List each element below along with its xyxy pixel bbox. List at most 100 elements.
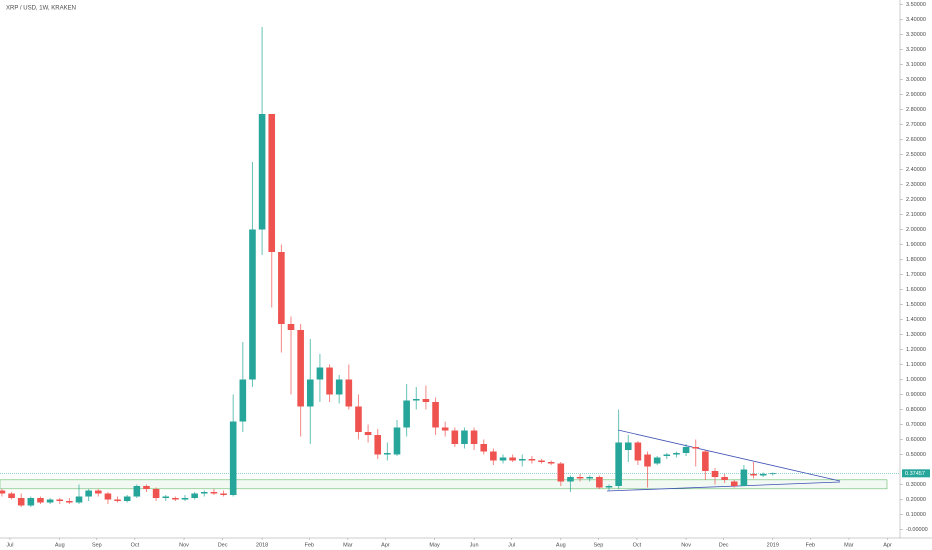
candle-body [85,490,92,497]
candle-body [335,379,343,395]
candle-body [94,490,102,494]
x-tick-label: Jul [6,542,13,548]
y-tick-label: 3.50000 [906,2,926,8]
candle-body [249,229,256,380]
y-tick-label: 2.40000 [906,167,926,173]
y-tick-label: 2.60000 [906,137,926,143]
candle-body [673,453,680,455]
candle-body [56,499,64,501]
candle-body [181,498,189,500]
candle-body [692,447,700,449]
x-tick-label: Aug [55,542,65,548]
x-tick-label: Dec [218,542,228,548]
candle-body [239,379,247,422]
x-tick-label: Mar [844,542,854,548]
y-tick-label: 1.80000 [906,257,926,263]
candle-body [403,400,410,428]
candle-body [518,459,526,461]
y-tick-label: 3.00000 [906,77,926,83]
candle-body [258,114,266,230]
candle-body [451,430,459,444]
candle-body [17,498,25,506]
y-tick-label: 0.80000 [906,407,926,413]
x-tick-label: Aug [556,542,566,548]
candle-body [750,474,757,476]
candle-body [412,399,420,401]
candle-body [567,477,574,482]
candle-body [66,501,73,503]
candle-body [210,492,218,494]
candle-body [528,459,536,461]
x-tick-label: Nov [681,542,691,548]
x-tick-label: Nov [179,542,189,548]
y-tick-label: 2.70000 [906,122,926,128]
x-tick-label: Sep [593,542,603,548]
y-tick-label: 1.20000 [906,347,926,353]
candle-body [702,451,709,471]
x-tick-label: Oct [633,542,642,548]
x-tick-label: Mar [343,542,353,548]
candle-body [721,477,728,480]
candle-body [297,330,304,407]
y-tick-label: -0.00000 [906,527,928,533]
y-tick-label: 1.50000 [906,302,926,308]
candle-body [759,474,767,476]
candle-body [287,324,295,330]
y-tick-label: 1.60000 [906,287,926,293]
candle-body [557,463,565,482]
candle-body [615,442,622,486]
x-tick-label: Jul [508,542,515,548]
y-tick-label: 1.30000 [906,332,926,338]
y-tick-label: 0.90000 [906,392,926,398]
candle-body [605,486,613,488]
candle-body [374,435,382,455]
x-tick-label: 2018 [256,542,268,548]
support-zone [0,479,888,490]
y-tick-label: 2.30000 [906,182,926,188]
candle-body [172,498,179,500]
candle-body [393,427,401,455]
candle-body [220,493,227,495]
y-tick-label: 1.00000 [906,377,926,383]
x-tick-label: Dec [719,542,729,548]
candle-body [364,432,372,435]
candle-body [538,460,545,462]
candle-body [547,462,555,464]
candle-body [730,481,738,486]
x-tick-label: May [429,542,440,548]
candle-body [0,490,6,494]
candle-body [162,496,170,498]
candle-body [634,442,642,461]
last-price-label: 0.37457 [905,471,925,477]
y-tick-label: 2.10000 [906,212,926,218]
y-tick-label: 2.90000 [906,92,926,98]
x-tick-label: Apr [381,542,390,548]
candle-body [653,457,661,464]
candle-body [624,442,632,450]
x-tick-label: Sep [92,542,102,548]
candle-body [46,499,54,503]
y-tick-label: 2.00000 [906,227,926,233]
candle-body [326,367,333,395]
candle-body [499,457,507,461]
candle-body [152,489,160,498]
x-tick-label: Oct [131,542,140,548]
trend-line-lower [606,481,841,492]
candle-body [490,451,497,461]
y-tick-label: 0.60000 [906,437,926,443]
last-price-box [902,469,930,478]
x-tick-label: 2019 [767,542,779,548]
candle-body [384,453,391,455]
y-tick-label: 1.40000 [906,317,926,323]
candle-body [123,496,131,501]
candle-body [470,430,478,444]
candle-body [576,477,584,479]
candle-body [75,496,83,503]
y-tick-label: 0.50000 [906,452,926,458]
candle-body [37,498,44,503]
y-tick-label: 0.30000 [906,482,926,488]
y-tick-label: 2.50000 [906,152,926,158]
x-tick-label: Feb [305,542,314,548]
